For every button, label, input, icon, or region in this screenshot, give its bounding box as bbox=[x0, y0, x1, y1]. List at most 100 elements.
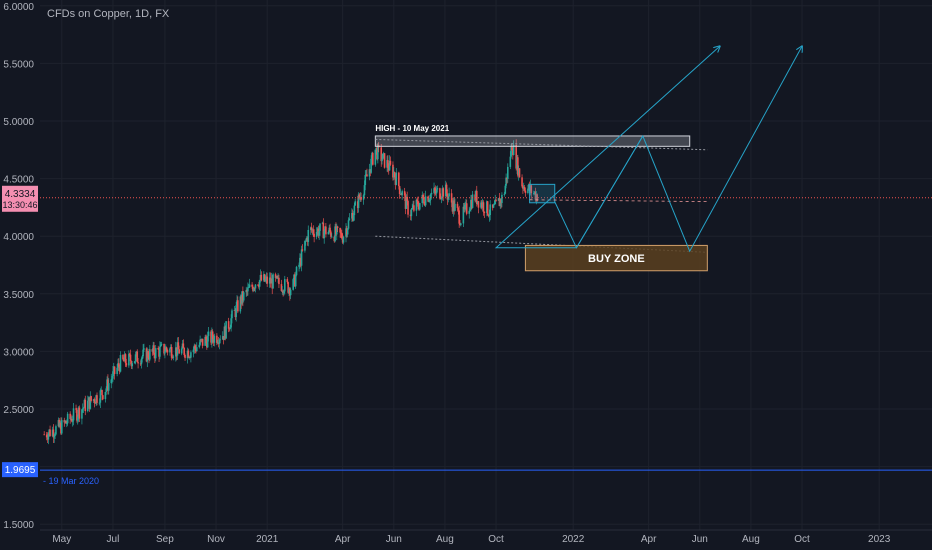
x-tick-label: Jul bbox=[107, 534, 120, 545]
candle-body bbox=[47, 433, 50, 440]
candle-body bbox=[535, 194, 538, 200]
candle-body bbox=[407, 201, 409, 215]
candle-body bbox=[481, 202, 484, 208]
countdown-timer: 13:30:46 bbox=[2, 200, 37, 210]
candle-body bbox=[216, 342, 219, 344]
candle-body bbox=[445, 184, 448, 194]
candle-body bbox=[158, 349, 160, 357]
candle-body bbox=[327, 231, 330, 235]
candle-body bbox=[60, 420, 63, 434]
candle-body bbox=[271, 278, 274, 289]
candle-body bbox=[439, 188, 441, 199]
candle-body bbox=[410, 209, 413, 217]
candle-body bbox=[448, 193, 450, 197]
candle-body bbox=[444, 184, 447, 197]
candle-body bbox=[119, 355, 122, 372]
candle-body bbox=[356, 201, 359, 209]
candle-body bbox=[199, 339, 201, 345]
current-price-label: 4.3334 bbox=[5, 189, 36, 200]
x-tick-label: Aug bbox=[742, 534, 760, 545]
candle-body bbox=[459, 223, 461, 225]
candle-body bbox=[233, 310, 236, 311]
candle-body bbox=[131, 363, 134, 367]
candle-body bbox=[429, 199, 431, 201]
candle-body bbox=[152, 345, 154, 352]
candle-body bbox=[382, 153, 384, 160]
candle-body bbox=[318, 230, 320, 236]
candle-body bbox=[294, 274, 296, 287]
candle-body bbox=[141, 356, 144, 359]
candles bbox=[43, 139, 538, 445]
candle-body bbox=[183, 347, 185, 355]
candle-body bbox=[227, 321, 230, 329]
candle-body bbox=[59, 422, 61, 427]
y-tick-label: 6.0000 bbox=[3, 2, 34, 13]
candle-body bbox=[43, 434, 45, 436]
candle-body bbox=[315, 231, 318, 237]
candle-body bbox=[216, 335, 218, 343]
candle-body bbox=[424, 203, 426, 206]
candle-body bbox=[453, 200, 455, 211]
candle-body bbox=[95, 395, 97, 404]
candle-body bbox=[219, 339, 222, 341]
candle-body bbox=[470, 199, 472, 210]
candle-body bbox=[427, 196, 429, 202]
candle-body bbox=[270, 278, 273, 284]
candle-body bbox=[90, 396, 92, 401]
candle-body bbox=[154, 348, 157, 359]
candle-body bbox=[170, 347, 173, 358]
candle-body bbox=[312, 229, 315, 234]
candle-body bbox=[524, 190, 527, 193]
candle-body bbox=[480, 202, 482, 208]
candle-body bbox=[87, 397, 90, 401]
candle-body bbox=[404, 195, 407, 209]
candle-body bbox=[435, 189, 438, 194]
candle-body bbox=[195, 348, 197, 352]
candle-body bbox=[346, 228, 348, 235]
candle-body bbox=[276, 276, 279, 279]
x-tick-label: Nov bbox=[207, 534, 225, 545]
consolidation-box bbox=[529, 183, 556, 204]
candle-body bbox=[536, 194, 538, 202]
candle-body bbox=[201, 338, 203, 340]
candle-body bbox=[116, 367, 118, 374]
candle-body bbox=[71, 420, 74, 422]
candle-body bbox=[278, 277, 280, 285]
candle-body bbox=[518, 168, 521, 178]
x-tick-label: May bbox=[52, 534, 71, 545]
candle-body bbox=[222, 336, 225, 341]
candle-body bbox=[289, 288, 291, 296]
candle-body bbox=[135, 351, 138, 355]
candle-body bbox=[534, 191, 537, 200]
candle-body bbox=[123, 359, 125, 362]
candle-body bbox=[239, 296, 242, 312]
candle-body bbox=[52, 429, 55, 438]
candle-body bbox=[218, 339, 221, 344]
x-tick-label: 2023 bbox=[868, 534, 891, 545]
candle-body bbox=[392, 172, 395, 178]
x-tick-label: Jun bbox=[692, 534, 708, 545]
low-price-badge bbox=[2, 462, 38, 478]
candle-body bbox=[93, 399, 96, 403]
candle-body bbox=[375, 147, 377, 150]
candle-body bbox=[328, 227, 331, 232]
candle-body bbox=[380, 147, 383, 162]
candle-body bbox=[298, 264, 300, 267]
candle-body bbox=[169, 348, 171, 353]
candle-body bbox=[57, 420, 60, 427]
candle-body bbox=[330, 236, 333, 238]
candle-body bbox=[422, 194, 424, 198]
candle-body bbox=[452, 200, 455, 212]
candle-body bbox=[442, 188, 445, 197]
candle-body bbox=[470, 199, 473, 208]
x-tick-label: Aug bbox=[436, 534, 454, 545]
candle-body bbox=[176, 342, 179, 356]
candle-body bbox=[235, 305, 237, 318]
candle-body bbox=[60, 422, 62, 434]
candle-body bbox=[125, 363, 128, 366]
candle-body bbox=[128, 353, 131, 355]
candle-body bbox=[465, 203, 468, 214]
x-tick-label: Sep bbox=[156, 534, 174, 545]
candle-body bbox=[440, 197, 443, 199]
